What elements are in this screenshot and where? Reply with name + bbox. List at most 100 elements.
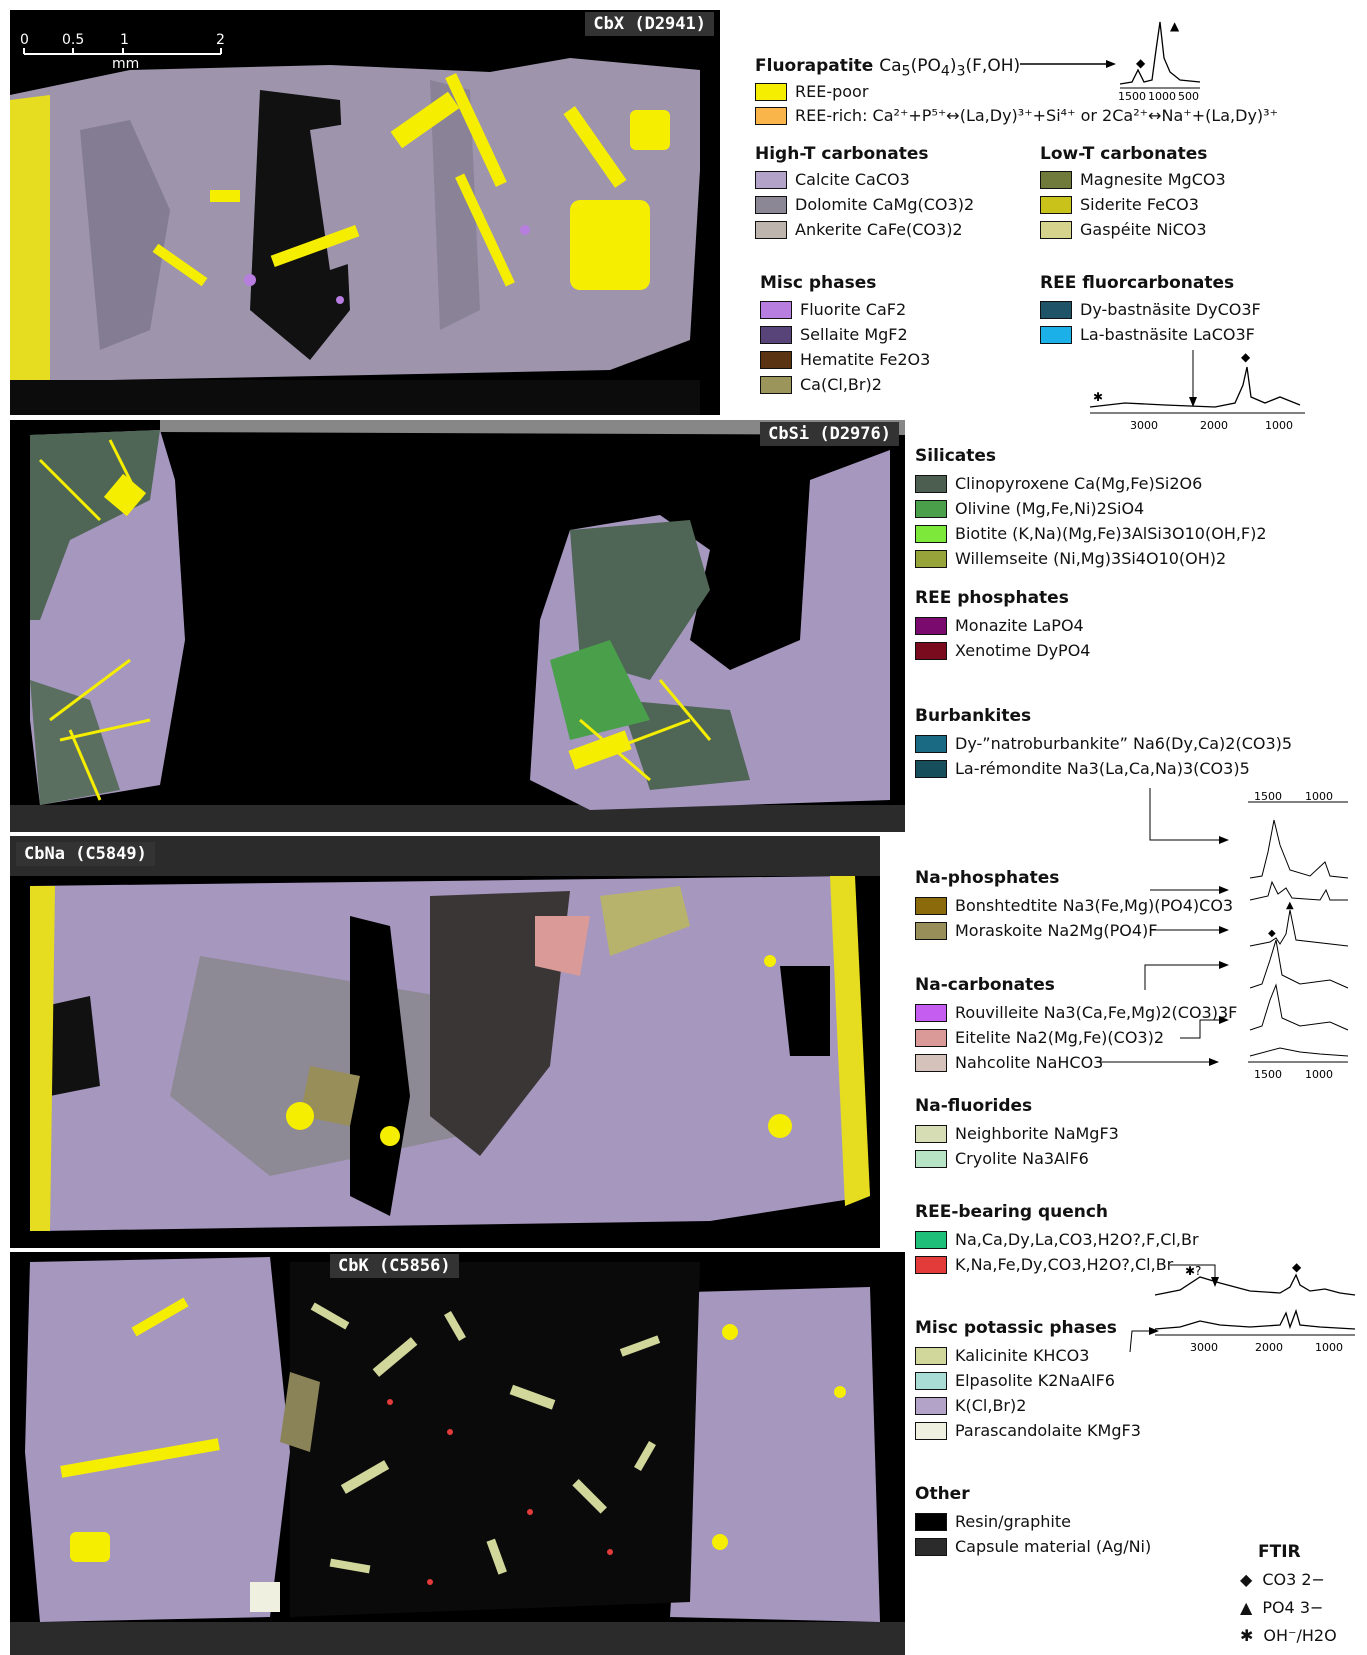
carbonate-marker: ◆ (1268, 928, 1276, 939)
carbonate-marker: ◆ (1136, 56, 1146, 70)
phosphate-marker: ▲ (1170, 19, 1180, 33)
swatch (760, 301, 792, 319)
swatch (915, 1513, 947, 1531)
axis-tick: 1000 (1305, 790, 1333, 803)
legend-item-label: Gaspéite NiCO3 (1080, 220, 1207, 239)
legend-item-label: Dolomite CaMg(CO3)2 (795, 195, 974, 214)
legend-item-label: K(Cl,Br)2 (955, 1396, 1026, 1415)
swatch (1040, 221, 1072, 239)
legend-item-label: Clinopyroxene Ca(Mg,Fe)Si2O6 (955, 474, 1202, 493)
legend-item: Parascandolaite KMgF3 (915, 1421, 1141, 1440)
swatch (915, 550, 947, 568)
legend-item: Xenotime DyPO4 (915, 641, 1090, 660)
phosphate-marker: ▲ (1286, 900, 1294, 911)
legend-fluorapatite-title: Fluorapatite Ca5(PO4)3(F,OH) (755, 56, 1020, 79)
scale-tick: 0 (20, 32, 29, 48)
ftir-leader-lines (1100, 780, 1240, 1100)
panel-label: CbSi (D2976) (760, 422, 899, 446)
legend-item-label: Calcite CaCO3 (795, 170, 910, 189)
legend-item-label: La-rémondite Na3(La,Ca,Na)3(CO3)5 (955, 759, 1250, 778)
legend-item-label: Nahcolite NaHCO3 (955, 1053, 1103, 1072)
ftir-spectrum-bastnasite: ✱ ◆ 3000 2000 1000 (1085, 345, 1315, 435)
legend-item-label: Kalicinite KHCO3 (955, 1346, 1089, 1365)
swatch (915, 922, 947, 940)
legend-item-label: Parascandolaite KMgF3 (955, 1421, 1141, 1440)
panel-cbsi: CbSi (D2976) (10, 420, 905, 832)
legend-item-label: Siderite FeCO3 (1080, 195, 1199, 214)
legend-item-label: Hematite Fe2O3 (800, 350, 930, 369)
axis-tick: 1500 (1254, 1068, 1282, 1081)
ftir-key-item: ✱ OH⁻/H2O (1240, 1626, 1337, 1645)
legend-na-phosphates-title: Na-phosphates (915, 868, 1059, 888)
swatch (755, 83, 787, 101)
legend-item: Elpasolite K2NaAlF6 (915, 1371, 1115, 1390)
panel-label: CbK (C5856) (330, 1254, 459, 1278)
legend-item: Dy-”natroburbankite” Na6(Dy,Ca)2(CO3)5 (915, 734, 1292, 753)
legend-item-label: Fluorite CaF2 (800, 300, 906, 319)
legend-item-label: Monazite LaPO4 (955, 616, 1084, 635)
axis-tick: 1500 (1254, 790, 1282, 803)
legend-item: Hematite Fe2O3 (760, 350, 930, 369)
swatch (915, 1125, 947, 1143)
legend-item-label: Ca(Cl,Br)2 (800, 375, 882, 394)
swatch (915, 1397, 947, 1415)
legend-item-label: La-bastnäsite LaCO3F (1080, 325, 1255, 344)
axis-tick: 1000 (1315, 1341, 1343, 1354)
carbonate-marker: ◆ (1241, 350, 1251, 364)
axis-tick: 3000 (1130, 419, 1158, 432)
legend-item-label: Ankerite CaFe(CO3)2 (795, 220, 963, 239)
legend-item: Fluorite CaF2 (760, 300, 906, 319)
legend-item-label: Resin/graphite (955, 1512, 1071, 1531)
legend-item: Resin/graphite (915, 1512, 1071, 1531)
panel-cbk: CbK (C5856) (10, 1252, 905, 1655)
swatch (915, 1347, 947, 1365)
ftir-key-item: ◆ CO3 2− (1240, 1570, 1325, 1589)
axis-tick: 1000 (1305, 1068, 1333, 1081)
phase-map-cbx (10, 10, 720, 415)
legend-ree-fluorcarbonates-title: REE fluorcarbonates (1040, 273, 1234, 293)
swatch (915, 642, 947, 660)
legend-item: Dy-bastnäsite DyCO3F (1040, 300, 1261, 319)
legend-other-title: Other (915, 1484, 970, 1504)
legend-item-label: Xenotime DyPO4 (955, 641, 1090, 660)
legend-item-label: Biotite (K,Na)(Mg,Fe)3AlSi3O10(OH,F)2 (955, 524, 1267, 543)
legend-item: Neighborite NaMgF3 (915, 1124, 1119, 1143)
legend-ree-phosphates-title: REE phosphates (915, 588, 1069, 608)
legend-item: La-bastnäsite LaCO3F (1040, 325, 1255, 344)
swatch (915, 735, 947, 753)
fluorapatite-formula: Ca5(PO4)3(F,OH) (879, 56, 1020, 76)
legend-silicates-title: Silicates (915, 446, 996, 466)
legend-item: Nahcolite NaHCO3 (915, 1053, 1103, 1072)
legend-misc-potassic-title: Misc potassic phases (915, 1318, 1117, 1338)
ftir-key-title: FTIR (1258, 1542, 1301, 1562)
ftir-key-item: ▲ PO4 3− (1240, 1598, 1323, 1617)
legend-item: Siderite FeCO3 (1040, 195, 1199, 214)
legend-item: Dolomite CaMg(CO3)2 (755, 195, 974, 214)
legend-item: Capsule material (Ag/Ni) (915, 1537, 1151, 1556)
legend-item-label: Willemseite (Ni,Mg)3Si4O10(OH)2 (955, 549, 1226, 568)
swatch (915, 1256, 947, 1274)
phase-map-cbna (10, 836, 880, 1248)
carbonate-marker: ◆ (1292, 1260, 1302, 1274)
legend-high-t-title: High-T carbonates (755, 144, 929, 164)
swatch (755, 221, 787, 239)
panel-cbx: CbX (D2941) 0 0.5 1 2 mm (10, 10, 720, 415)
legend-item: REE-rich: Ca²⁺+P⁵⁺↔(La,Dy)³⁺+Si⁴⁺ or 2Ca… (755, 106, 1278, 125)
legend-item: Monazite LaPO4 (915, 616, 1084, 635)
scale-tick: 2 (216, 32, 225, 48)
panel-cbna: CbNa (C5849) (10, 836, 880, 1248)
swatch (915, 1029, 947, 1047)
legend-item: Olivine (Mg,Fe,Ni)2SiO4 (915, 499, 1144, 518)
legend-item: Ankerite CaFe(CO3)2 (755, 220, 963, 239)
swatch (915, 897, 947, 915)
legend-na-carbonates-title: Na-carbonates (915, 975, 1055, 995)
legend-ree-quench-title: REE-bearing quench (915, 1202, 1108, 1222)
swatch (915, 525, 947, 543)
swatch (915, 475, 947, 493)
scale-tick: 1 (120, 32, 129, 48)
legend-item-label: Cryolite Na3AlF6 (955, 1149, 1089, 1168)
swatch (1040, 171, 1072, 189)
legend-item-label: Olivine (Mg,Fe,Ni)2SiO4 (955, 499, 1144, 518)
swatch (915, 1231, 947, 1249)
panel-label: CbNa (C5849) (16, 842, 155, 866)
